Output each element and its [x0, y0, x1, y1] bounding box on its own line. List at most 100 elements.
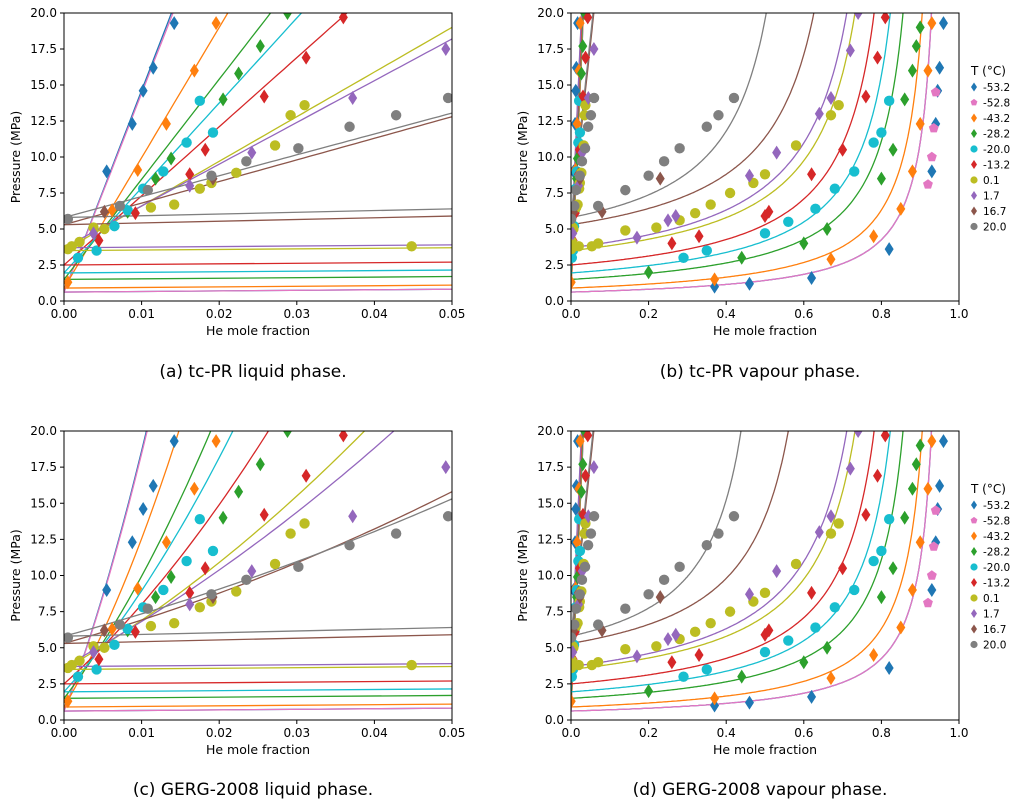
subplot-caption: (b) tc-PR vapour phase. — [660, 362, 861, 382]
data-point--20.0 — [181, 555, 192, 567]
data-point-1.7 — [247, 145, 257, 160]
legend-marker — [970, 176, 978, 184]
legend-label: -20.0 — [983, 144, 1010, 156]
y-tick-label: 20.0 — [30, 424, 57, 438]
x-tick-label: 0.01 — [128, 307, 155, 321]
data-point--28.2 — [218, 92, 228, 107]
data-point-20.0 — [571, 200, 580, 212]
curve-flat--43.2 — [64, 703, 452, 708]
y-tick-label: 0.0 — [545, 294, 564, 308]
data-point-20.0 — [571, 213, 577, 225]
data-point-0.1 — [586, 241, 598, 252]
data-point-1.7 — [744, 587, 754, 602]
legend-label: -28.2 — [983, 547, 1010, 559]
y-tick-label: 7.5 — [545, 186, 564, 200]
x-tick-label: 0.4 — [717, 307, 736, 321]
y-tick-label: 17.5 — [30, 460, 57, 474]
subplot-caption: (a) tc-PR liquid phase. — [159, 362, 346, 382]
data-point--28.2 — [737, 250, 747, 265]
data-point-0.1 — [651, 222, 662, 233]
data-point-1.7 — [845, 43, 855, 58]
data-point-1.7 — [441, 42, 451, 56]
data-point--43.2 — [826, 252, 836, 267]
data-point--20.0 — [194, 513, 205, 525]
data-point--43.2 — [133, 162, 143, 177]
data-point-20.0 — [206, 170, 217, 181]
data-point--53.2 — [169, 434, 179, 449]
legend-marker — [970, 594, 978, 602]
x-tick-label: 0.00 — [51, 307, 78, 321]
data-point--13.2 — [130, 624, 140, 639]
y-tick-label: 5.0 — [545, 222, 564, 236]
data-point--43.2 — [915, 116, 925, 131]
data-point-1.7 — [571, 226, 578, 241]
data-point--20.0 — [194, 95, 205, 107]
data-point--28.2 — [900, 510, 910, 525]
data-point--43.2 — [161, 535, 171, 550]
data-point--53.2 — [884, 660, 894, 675]
legend-label: -52.8 — [983, 98, 1010, 110]
legend-title: T (°C) — [970, 482, 1006, 496]
data-point-0.1 — [620, 225, 631, 236]
data-point--13.2 — [694, 229, 704, 244]
data-point-16.7 — [99, 623, 109, 638]
data-point-20.0 — [241, 574, 252, 586]
data-point-16.7 — [655, 171, 665, 186]
data-point-20.0 — [574, 589, 586, 600]
data-point--13.2 — [807, 585, 817, 600]
y-tick-label: 12.5 — [30, 532, 57, 546]
data-point-0.1 — [66, 241, 77, 252]
axes-frame — [63, 12, 453, 302]
y-tick-label: 17.5 — [537, 42, 564, 56]
data-point-20.0 — [588, 511, 600, 522]
data-point-0.1 — [689, 207, 701, 219]
data-point-0.1 — [790, 558, 802, 570]
y-tick-label: 10.0 — [30, 150, 57, 164]
x-tick-label: 0.4 — [717, 726, 736, 740]
data-point-0.1 — [285, 110, 296, 121]
data-point--43.2 — [211, 16, 221, 31]
plot-area — [571, 13, 948, 294]
data-point--20.0 — [868, 555, 879, 567]
y-tick-label: 10.0 — [537, 150, 564, 164]
data-point--53.2 — [927, 582, 937, 597]
data-point-1.7 — [826, 90, 836, 105]
data-point--13.2 — [667, 655, 677, 670]
data-point--20.0 — [876, 127, 887, 138]
data-point-20.0 — [241, 156, 252, 167]
y-tick-label: 17.5 — [537, 460, 564, 474]
data-point-20.0 — [390, 110, 402, 121]
data-point--43.2 — [575, 16, 585, 31]
data-point-20.0 — [585, 110, 597, 121]
data-point--13.2 — [200, 561, 210, 576]
y-tick-label: 5.0 — [545, 641, 564, 655]
data-point--20.0 — [678, 252, 689, 263]
data-point-0.1 — [99, 642, 110, 653]
curve-right-0.1 — [571, 13, 856, 252]
curve-flat--20.0 — [64, 688, 452, 693]
data-point--43.2 — [107, 621, 117, 636]
x-tick-label: 0.0 — [561, 307, 580, 321]
data-point-1.7 — [247, 564, 257, 579]
data-point-1.7 — [348, 509, 358, 524]
data-point--13.2 — [694, 647, 704, 662]
legend-marker — [970, 563, 978, 571]
legend-marker — [970, 98, 978, 106]
data-point-0.1 — [168, 617, 180, 629]
data-point--53.2 — [807, 270, 817, 285]
data-point--53.2 — [127, 535, 137, 550]
legend: T (°C) -53.2 -52.8 -43.2 -28.2 -20.0 -13.2 0.1 1… — [970, 64, 1010, 234]
data-point--20.0 — [207, 127, 219, 138]
data-point-1.7 — [589, 460, 599, 475]
data-point--20.0 — [810, 622, 821, 633]
data-point-20.0 — [728, 511, 740, 522]
data-point--20.0 — [876, 545, 887, 557]
data-point--13.2 — [880, 431, 890, 443]
data-point--52.8 — [923, 179, 933, 189]
data-point--20.0 — [207, 545, 219, 557]
x-axis-label: He mole fraction — [206, 742, 310, 757]
data-point-1.7 — [853, 431, 863, 438]
data-point--13.2 — [338, 13, 348, 25]
data-point--20.0 — [883, 513, 895, 525]
data-point--52.8 — [928, 541, 939, 551]
